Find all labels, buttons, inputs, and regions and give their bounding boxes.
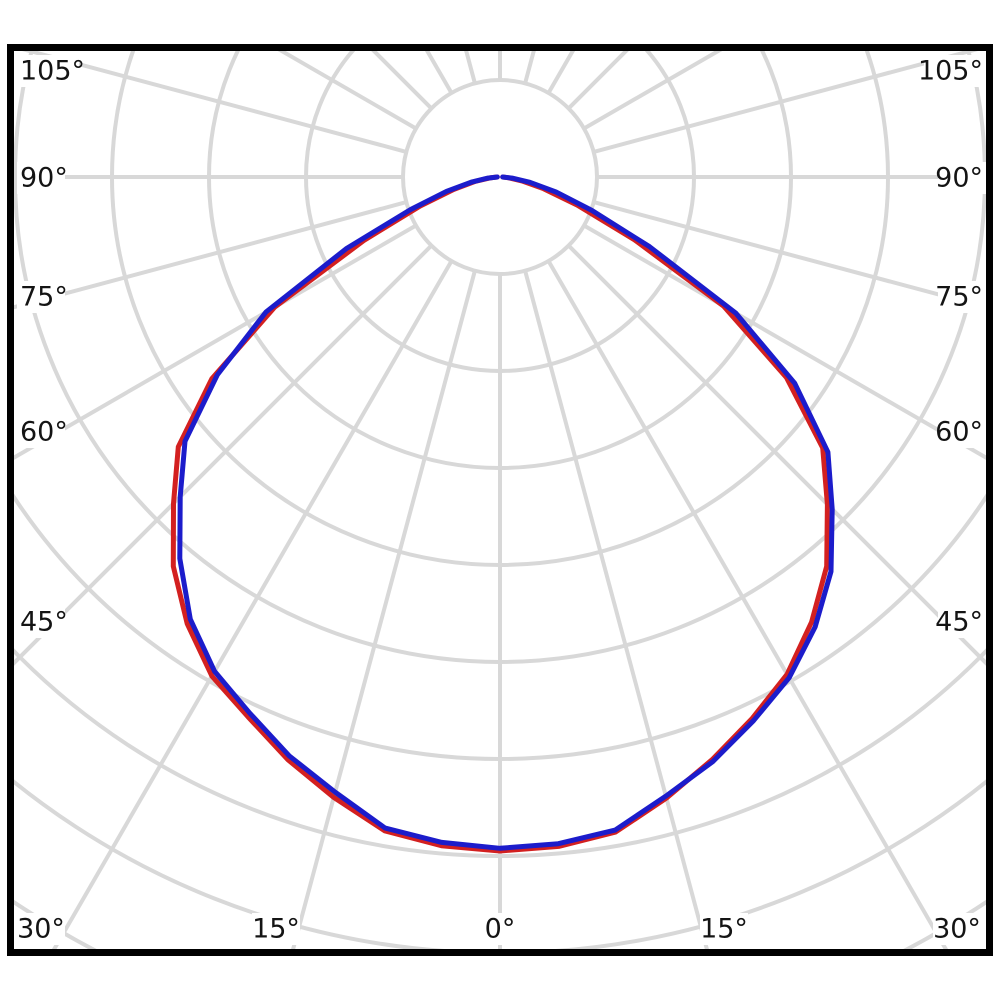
angle-label-right-105-bg: [924, 55, 986, 87]
polar-radial-gridline-15: [523, 270, 709, 949]
polar-radial-gridline-45: [567, 244, 987, 667]
polar-radial-gridline-285: [13, 200, 407, 310]
polar-radial-gridline-60: [583, 223, 987, 461]
angle-label-right-75-bg: [938, 281, 986, 313]
angle-label-left-105: 105°: [20, 56, 85, 87]
angle-label-bottom-2: 0°: [485, 914, 516, 945]
angle-label-bottom-2-bg: [483, 913, 517, 945]
angle-label-bottom-1-bg: [252, 913, 300, 945]
angle-label-bottom-4: 30°: [933, 914, 981, 945]
angle-label-right-75: 75°: [935, 282, 983, 313]
polar-radial-gridline-135: [567, 50, 630, 110]
polar-radial-gridline-75: [593, 200, 987, 310]
angle-label-bottom-4-bg: [933, 913, 981, 945]
angle-label-left-90: 90°: [20, 163, 68, 194]
angle-label-left-60-bg: [17, 416, 65, 448]
angle-label-right-60: 60°: [935, 417, 983, 448]
angle-labels: 105° 90° 75° 60° 45° 105° 90° 75° 60° 45° 30° 15° 0°…: [17, 55, 986, 945]
angle-label-bottom-1: 15°: [252, 914, 300, 945]
angle-label-right-90: 90°: [935, 163, 983, 194]
polar-radial-gridline-345: [291, 270, 477, 949]
polar-radial-gridline-195: [463, 50, 477, 84]
polar-radial-gridline-225: [370, 50, 433, 110]
polar-radial-gridline-300: [13, 223, 417, 461]
chart-frame: [7, 44, 993, 956]
angle-label-right-60-bg: [938, 416, 986, 448]
angle-label-bottom-0-bg: [17, 913, 65, 945]
angle-label-left-75: 75°: [20, 282, 68, 313]
angle-label-left-90-bg: [17, 162, 65, 194]
angle-label-left-105-bg: [17, 55, 79, 87]
angle-label-left-45-bg: [17, 606, 65, 638]
polar-radial-gridline-105: [593, 50, 982, 154]
polar-radial-gridline-255: [18, 50, 407, 154]
polar-radial-gridline-315: [13, 244, 433, 667]
angle-label-right-105: 105°: [918, 56, 983, 87]
angle-label-right-45-bg: [938, 606, 986, 638]
angle-label-left-60: 60°: [20, 417, 68, 448]
angle-label-left-75-bg: [17, 281, 65, 313]
angle-label-bottom-0: 30°: [17, 914, 65, 945]
angle-label-right-90-bg: [938, 162, 986, 194]
polar-ring-gridline: [401, 78, 599, 276]
polar-radial-gridline-165: [523, 50, 537, 84]
blue-curve: [177, 174, 835, 851]
polar-radial-gridline-30: [546, 260, 949, 949]
angle-label-left-45: 45°: [20, 607, 68, 638]
angle-label-right-45: 45°: [935, 607, 983, 638]
angle-label-bottom-3-bg: [700, 913, 748, 945]
polar-radial-gridline-330: [51, 260, 454, 949]
angle-label-bottom-3: 15°: [700, 914, 748, 945]
